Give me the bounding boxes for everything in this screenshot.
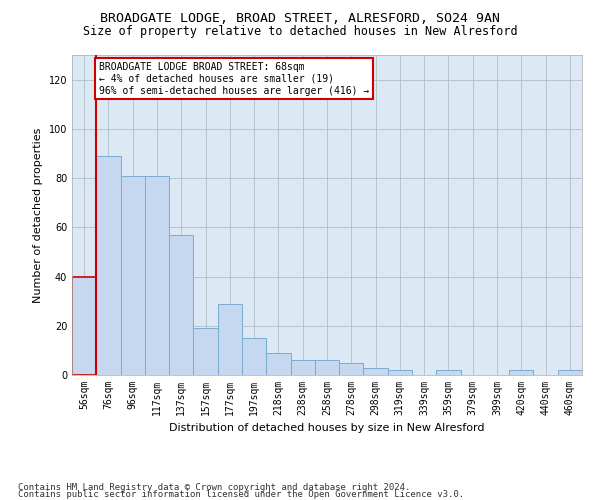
- Text: Size of property relative to detached houses in New Alresford: Size of property relative to detached ho…: [83, 25, 517, 38]
- Bar: [145, 176, 169, 375]
- Text: Contains public sector information licensed under the Open Government Licence v3: Contains public sector information licen…: [18, 490, 464, 499]
- Bar: [290, 360, 315, 375]
- Bar: [364, 368, 388, 375]
- Bar: [96, 156, 121, 375]
- Text: BROADGATE LODGE BROAD STREET: 68sqm
← 4% of detached houses are smaller (19)
96%: BROADGATE LODGE BROAD STREET: 68sqm ← 4%…: [99, 62, 369, 96]
- Bar: [193, 328, 218, 375]
- Bar: [315, 360, 339, 375]
- Bar: [558, 370, 582, 375]
- Bar: [339, 362, 364, 375]
- Bar: [242, 338, 266, 375]
- Bar: [266, 353, 290, 375]
- Bar: [436, 370, 461, 375]
- Bar: [388, 370, 412, 375]
- Text: BROADGATE LODGE, BROAD STREET, ALRESFORD, SO24 9AN: BROADGATE LODGE, BROAD STREET, ALRESFORD…: [100, 12, 500, 26]
- Bar: [218, 304, 242, 375]
- Bar: [509, 370, 533, 375]
- X-axis label: Distribution of detached houses by size in New Alresford: Distribution of detached houses by size …: [169, 424, 485, 434]
- Bar: [169, 234, 193, 375]
- Bar: [121, 176, 145, 375]
- Text: Contains HM Land Registry data © Crown copyright and database right 2024.: Contains HM Land Registry data © Crown c…: [18, 483, 410, 492]
- Y-axis label: Number of detached properties: Number of detached properties: [33, 128, 43, 302]
- Bar: [72, 276, 96, 375]
